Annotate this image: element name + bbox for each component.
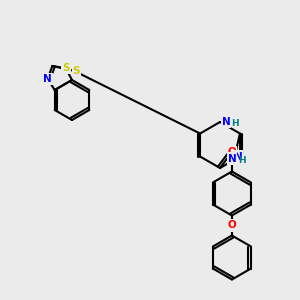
- Text: N: N: [227, 154, 236, 164]
- Text: N: N: [222, 117, 230, 127]
- Text: O: O: [227, 220, 236, 230]
- Text: H: H: [231, 119, 238, 128]
- Text: S: S: [62, 63, 70, 73]
- Text: N: N: [43, 74, 52, 84]
- Text: S: S: [73, 66, 80, 76]
- Text: H: H: [238, 156, 245, 165]
- Text: O: O: [228, 147, 236, 157]
- Text: N: N: [233, 152, 242, 161]
